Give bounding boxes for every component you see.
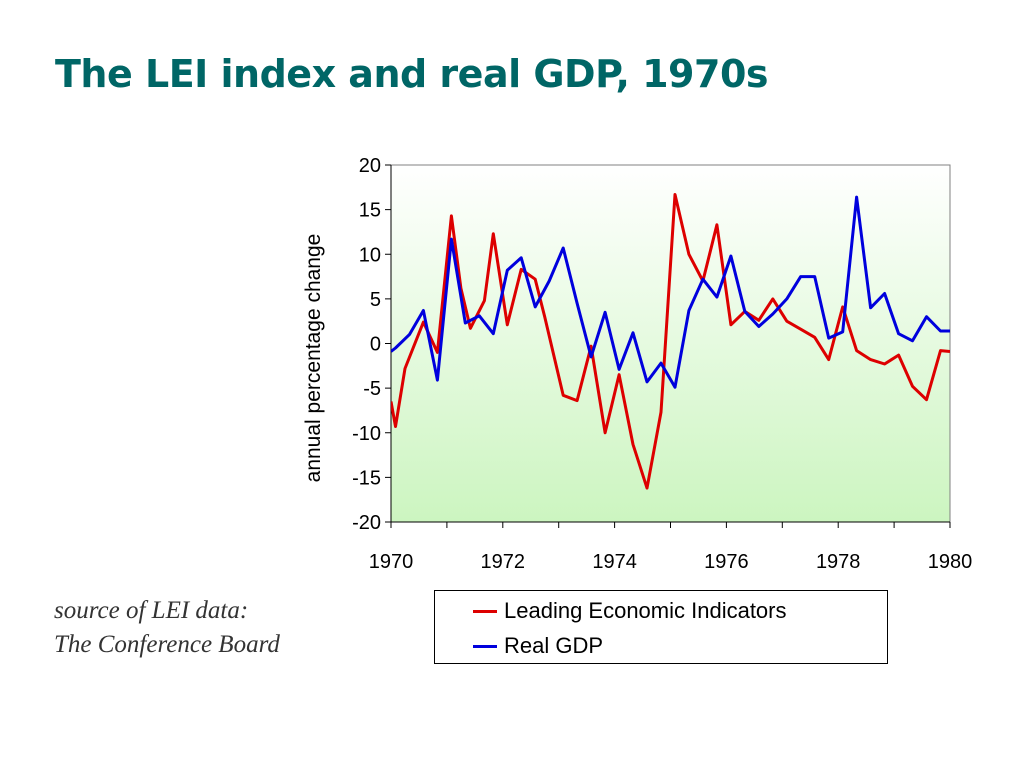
x-tick-label: 1980 — [928, 551, 973, 573]
plot-area — [390, 164, 951, 523]
x-tick-label: 1976 — [704, 551, 749, 573]
series-lines — [391, 193, 950, 490]
y-tick-label: -15 — [352, 467, 381, 489]
y-tick-label: -5 — [363, 378, 381, 400]
legend-item-gdp: Real GDP — [473, 633, 603, 659]
x-tick-label: 1970 — [369, 551, 414, 573]
y-axis: 20 15 10 5 0 -5 -10 -15 -20 — [352, 155, 392, 534]
legend-label-gdp: Real GDP — [504, 633, 604, 658]
legend-item-lei: Leading Economic Indicators — [473, 598, 787, 624]
y-axis-label: annual percentage change — [302, 234, 325, 483]
legend-swatch-lei — [473, 609, 497, 613]
chart-legend: Leading Economic Indicators Real GDP — [434, 590, 888, 664]
legend-swatch-gdp — [473, 644, 497, 648]
source-note: source of LEI data: The Conference Board — [54, 594, 280, 662]
legend-label-lei: Leading Economic Indicators — [504, 598, 787, 623]
y-tick-label: 20 — [359, 155, 381, 177]
y-tick-label: 15 — [359, 200, 381, 222]
y-tick-label: -20 — [352, 512, 381, 534]
x-tick-label: 1972 — [481, 551, 526, 573]
slide-title: The LEI index and real GDP, 1970s — [55, 52, 769, 96]
x-tick-label: 1974 — [592, 551, 637, 573]
x-axis: 1970 1972 1974 1976 1978 1980 — [369, 521, 973, 573]
source-line-2: The Conference Board — [54, 631, 280, 658]
y-tick-label: 5 — [370, 289, 381, 311]
y-tick-label: 10 — [359, 244, 381, 266]
y-tick-label: 0 — [370, 334, 381, 356]
series-line-gdp — [391, 195, 950, 389]
source-line-1: source of LEI data: — [54, 597, 249, 624]
x-tick-label: 1978 — [816, 551, 861, 573]
y-tick-label: -10 — [352, 423, 381, 445]
series-line-lei — [391, 193, 950, 490]
